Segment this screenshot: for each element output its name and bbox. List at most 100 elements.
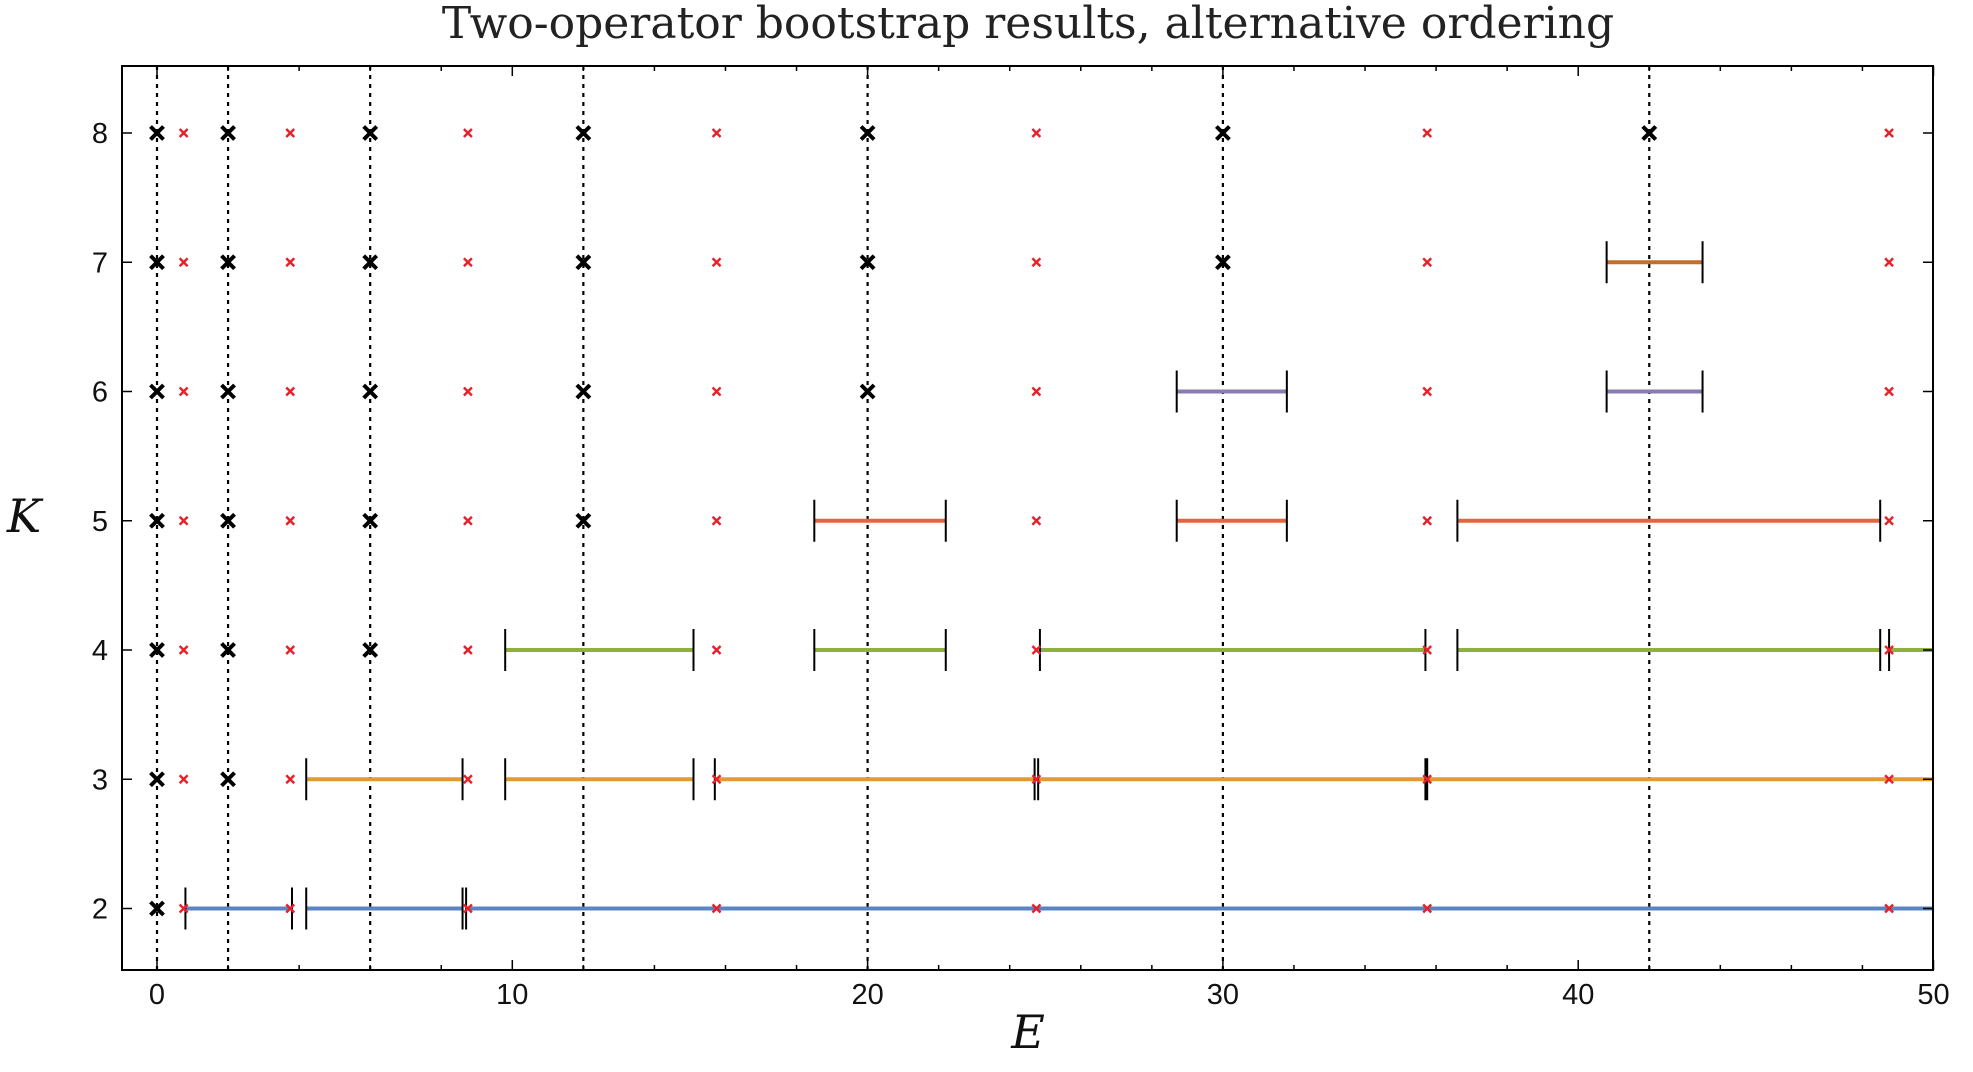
exact-marker (362, 125, 379, 141)
red-marker (285, 645, 296, 655)
red-marker-stroke (463, 645, 473, 655)
red-marker-stroke (1422, 128, 1433, 138)
red-marker (1031, 257, 1042, 268)
red-marker (178, 645, 189, 655)
red-marker (1031, 128, 1042, 138)
red-marker-stroke (1884, 386, 1894, 397)
red-marker-stroke (285, 386, 296, 397)
red-marker (463, 903, 473, 914)
exact-marker (149, 642, 165, 658)
red-marker (463, 515, 473, 526)
exact-marker (220, 383, 236, 400)
exact-marker (575, 125, 592, 141)
exact-marker (859, 383, 876, 400)
red-marker (285, 128, 296, 138)
exact-marker-stroke (575, 125, 592, 141)
x-tick-label: 30 (1207, 979, 1239, 1011)
exact-marker (1214, 254, 1231, 271)
exact-marker-stroke (220, 642, 236, 658)
exact-marker-stroke (1214, 125, 1231, 141)
red-marker-stroke (1031, 774, 1042, 785)
red-marker-stroke (463, 774, 473, 785)
exact-marker-stroke (220, 125, 236, 141)
red-marker (1422, 257, 1433, 268)
red-marker-stroke (463, 257, 473, 268)
red-marker-stroke (285, 128, 296, 138)
red-marker-stroke (711, 645, 722, 655)
exact-marker-stroke (362, 512, 379, 529)
red-marker (1031, 903, 1042, 914)
exact-marker-stroke (575, 254, 592, 271)
red-marker (285, 903, 296, 914)
red-marker (178, 903, 189, 914)
exact-marker (149, 125, 165, 141)
exact-marker (149, 383, 165, 400)
red-marker-stroke (1884, 257, 1894, 268)
red-marker (178, 257, 189, 268)
exact-marker-stroke (1641, 125, 1658, 141)
red-marker-stroke (1422, 386, 1433, 397)
red-marker (1884, 774, 1894, 785)
red-marker (1422, 903, 1433, 914)
axes: 0 10 20 30 40 50 2 3 4 5 6 7 8 (92, 66, 1950, 1011)
red-marker (1031, 515, 1042, 526)
red-marker-stroke (1031, 128, 1042, 138)
exact-marker (149, 254, 165, 271)
exact-marker-stroke (1214, 254, 1231, 271)
red-marker-stroke (1031, 903, 1042, 914)
exact-marker (859, 254, 876, 271)
red-marker (285, 386, 296, 397)
exact-marker-stroke (149, 254, 165, 271)
red-marker (1422, 386, 1433, 397)
red-marker-stroke (1031, 257, 1042, 268)
exact-marker (149, 771, 165, 788)
y-tick-label: 8 (92, 118, 108, 150)
interval-series (184, 241, 1933, 930)
y-tick-label: 3 (92, 764, 108, 796)
red-marker (178, 515, 189, 526)
red-marker (711, 903, 722, 914)
red-marker (178, 128, 189, 138)
red-marker (711, 774, 722, 785)
red-marker (1884, 645, 1894, 655)
markers (149, 125, 1894, 917)
red-marker (1422, 128, 1433, 138)
red-marker (1031, 645, 1042, 655)
exact-marker-stroke (220, 512, 236, 529)
red-marker-stroke (711, 903, 722, 914)
y-tick-label: 6 (92, 377, 108, 409)
red-marker (1031, 774, 1042, 785)
red-marker-stroke (1422, 903, 1433, 914)
red-marker (711, 645, 722, 655)
exact-marker-stroke (575, 512, 592, 529)
x-tick-label: 10 (496, 979, 528, 1011)
y-tick-label: 4 (92, 635, 108, 667)
x-tick-label: 50 (1917, 979, 1949, 1011)
exact-marker-stroke (362, 254, 379, 271)
red-marker (1884, 515, 1894, 526)
red-marker-stroke (463, 386, 473, 397)
exact-marker-stroke (362, 383, 379, 400)
red-marker-stroke (1884, 645, 1894, 655)
exact-marker (362, 512, 379, 529)
red-marker-stroke (1884, 903, 1894, 914)
exact-marker (362, 383, 379, 400)
red-marker (1031, 386, 1042, 397)
red-marker (711, 386, 722, 397)
red-marker-stroke (178, 645, 189, 655)
red-marker-stroke (711, 257, 722, 268)
exact-marker-stroke (149, 383, 165, 400)
red-marker (1422, 774, 1433, 785)
red-marker (711, 128, 722, 138)
exact-marker (362, 254, 379, 271)
x-axis-label: E (1010, 1005, 1045, 1059)
exact-marker-stroke (149, 900, 165, 917)
red-marker-stroke (285, 645, 296, 655)
red-marker-stroke (1422, 645, 1433, 655)
exact-marker-stroke (149, 642, 165, 658)
red-marker-stroke (1422, 774, 1433, 785)
red-marker (1884, 386, 1894, 397)
exact-marker (220, 254, 236, 271)
red-marker-stroke (178, 257, 189, 268)
